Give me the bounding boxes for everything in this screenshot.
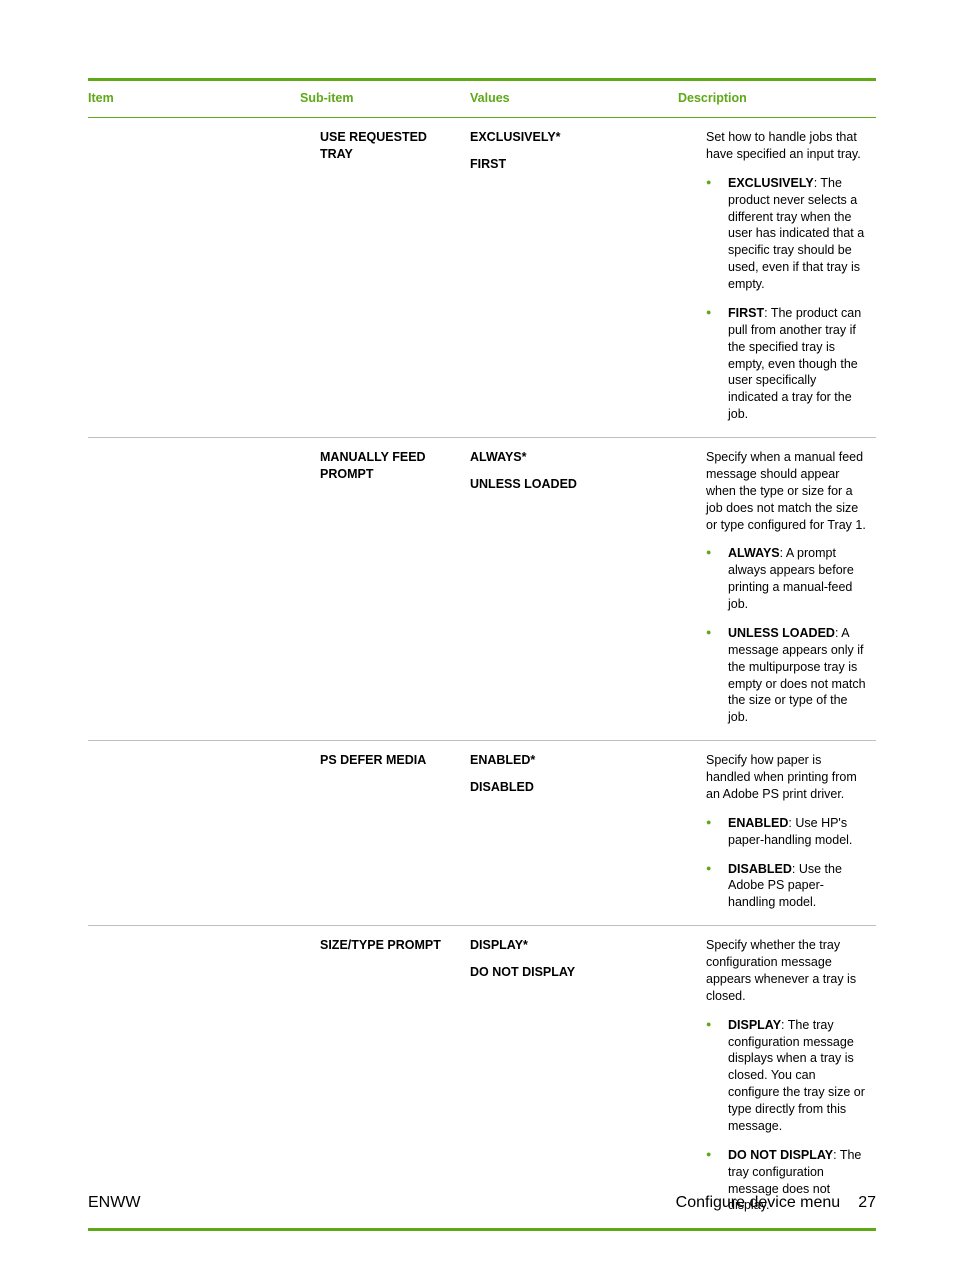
value-option: DISPLAY* xyxy=(470,937,668,954)
cell-sub-item: USE REQUESTED TRAY xyxy=(300,118,470,438)
cell-sub-item: SIZE/TYPE PROMPT xyxy=(300,926,470,1230)
cell-description: Specify how paper is handled when printi… xyxy=(678,741,876,926)
value-option: FIRST xyxy=(470,156,668,173)
bullet-text: : The tray configuration message display… xyxy=(728,1018,865,1133)
cell-sub-item: PS DEFER MEDIA xyxy=(300,741,470,926)
bullet-label: FIRST xyxy=(728,306,764,320)
header-sub-item: Sub-item xyxy=(300,80,470,118)
config-table: Item Sub-item Values Description USE REQ… xyxy=(88,78,876,1231)
cell-item xyxy=(88,118,300,438)
cell-item xyxy=(88,741,300,926)
cell-sub-item: MANUALLY FEED PROMPT xyxy=(300,438,470,741)
table-row: MANUALLY FEED PROMPTALWAYS* UNLESS LOADED… xyxy=(88,438,876,741)
description-intro: Set how to handle jobs that have specifi… xyxy=(678,129,866,163)
description-bullet-list: DISPLAY: The tray configuration message … xyxy=(678,1017,866,1215)
header-values: Values xyxy=(470,80,678,118)
bullet-label: ALWAYS xyxy=(728,546,780,560)
description-bullet: ALWAYS: A prompt always appears before p… xyxy=(706,545,866,613)
description-intro: Specify when a manual feed message shoul… xyxy=(678,449,866,533)
description-bullet-list: EXCLUSIVELY: The product never selects a… xyxy=(678,175,866,423)
page-footer: ENWW Configure device menu 27 xyxy=(88,1194,876,1212)
description-bullet-list: ALWAYS: A prompt always appears before p… xyxy=(678,545,866,726)
document-page: Item Sub-item Values Description USE REQ… xyxy=(0,0,954,1270)
description-bullet: UNLESS LOADED: A message appears only if… xyxy=(706,625,866,726)
cell-values: EXCLUSIVELY* FIRST xyxy=(470,118,678,438)
header-item: Item xyxy=(88,80,300,118)
footer-right: Configure device menu 27 xyxy=(676,1194,876,1212)
cell-item xyxy=(88,926,300,1230)
value-option: UNLESS LOADED xyxy=(470,476,668,493)
description-bullet: DISABLED: Use the Adobe PS paper-handlin… xyxy=(706,861,866,912)
cell-description: Specify when a manual feed message shoul… xyxy=(678,438,876,741)
bullet-label: DO NOT DISPLAY xyxy=(728,1148,833,1162)
cell-values: ALWAYS* UNLESS LOADED xyxy=(470,438,678,741)
bullet-label: EXCLUSIVELY xyxy=(728,176,814,190)
cell-description: Specify whether the tray configuration m… xyxy=(678,926,876,1230)
footer-section: Configure device menu xyxy=(676,1194,841,1212)
bullet-label: ENABLED xyxy=(728,816,788,830)
bullet-label: UNLESS LOADED xyxy=(728,626,835,640)
bullet-label: DISABLED xyxy=(728,862,792,876)
bullet-text: : A message appears only if the multipur… xyxy=(728,626,866,724)
bullet-label: DISPLAY xyxy=(728,1018,781,1032)
footer-left: ENWW xyxy=(88,1194,140,1212)
cell-item xyxy=(88,438,300,741)
header-description: Description xyxy=(678,80,876,118)
page-number: 27 xyxy=(858,1194,876,1212)
value-option: DISABLED xyxy=(470,779,668,796)
table-header-row: Item Sub-item Values Description xyxy=(88,80,876,118)
description-bullet-list: ENABLED: Use HP's paper-handling model. D… xyxy=(678,815,866,911)
bullet-text: : The product can pull from another tray… xyxy=(728,306,861,421)
cell-values: DISPLAY* DO NOT DISPLAY xyxy=(470,926,678,1230)
table-body: USE REQUESTED TRAYEXCLUSIVELY* FIRST Set h… xyxy=(88,118,876,1230)
description-bullet: EXCLUSIVELY: The product never selects a… xyxy=(706,175,866,293)
description-bullet: DISPLAY: The tray configuration message … xyxy=(706,1017,866,1135)
table-row: SIZE/TYPE PROMPTDISPLAY* DO NOT DISPLAY Sp… xyxy=(88,926,876,1230)
cell-values: ENABLED* DISABLED xyxy=(470,741,678,926)
table-row: USE REQUESTED TRAYEXCLUSIVELY* FIRST Set h… xyxy=(88,118,876,438)
value-option: DO NOT DISPLAY xyxy=(470,964,668,981)
value-option: ALWAYS* xyxy=(470,449,668,466)
description-intro: Specify how paper is handled when printi… xyxy=(678,752,866,803)
value-option: ENABLED* xyxy=(470,752,668,769)
cell-description: Set how to handle jobs that have specifi… xyxy=(678,118,876,438)
value-option: EXCLUSIVELY* xyxy=(470,129,668,146)
bullet-text: : The product never selects a different … xyxy=(728,176,864,291)
description-bullet: FIRST: The product can pull from another… xyxy=(706,305,866,423)
description-intro: Specify whether the tray configuration m… xyxy=(678,937,866,1005)
table-row: PS DEFER MEDIAENABLED* DISABLED Specify ho… xyxy=(88,741,876,926)
description-bullet: ENABLED: Use HP's paper-handling model. xyxy=(706,815,866,849)
